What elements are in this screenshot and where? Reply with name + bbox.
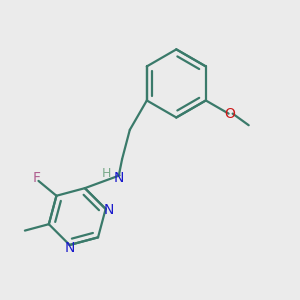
Text: N: N: [114, 171, 124, 185]
Text: O: O: [225, 106, 236, 121]
Text: N: N: [103, 203, 114, 217]
Text: F: F: [33, 171, 41, 185]
Text: H: H: [102, 167, 111, 180]
Text: N: N: [64, 241, 75, 255]
